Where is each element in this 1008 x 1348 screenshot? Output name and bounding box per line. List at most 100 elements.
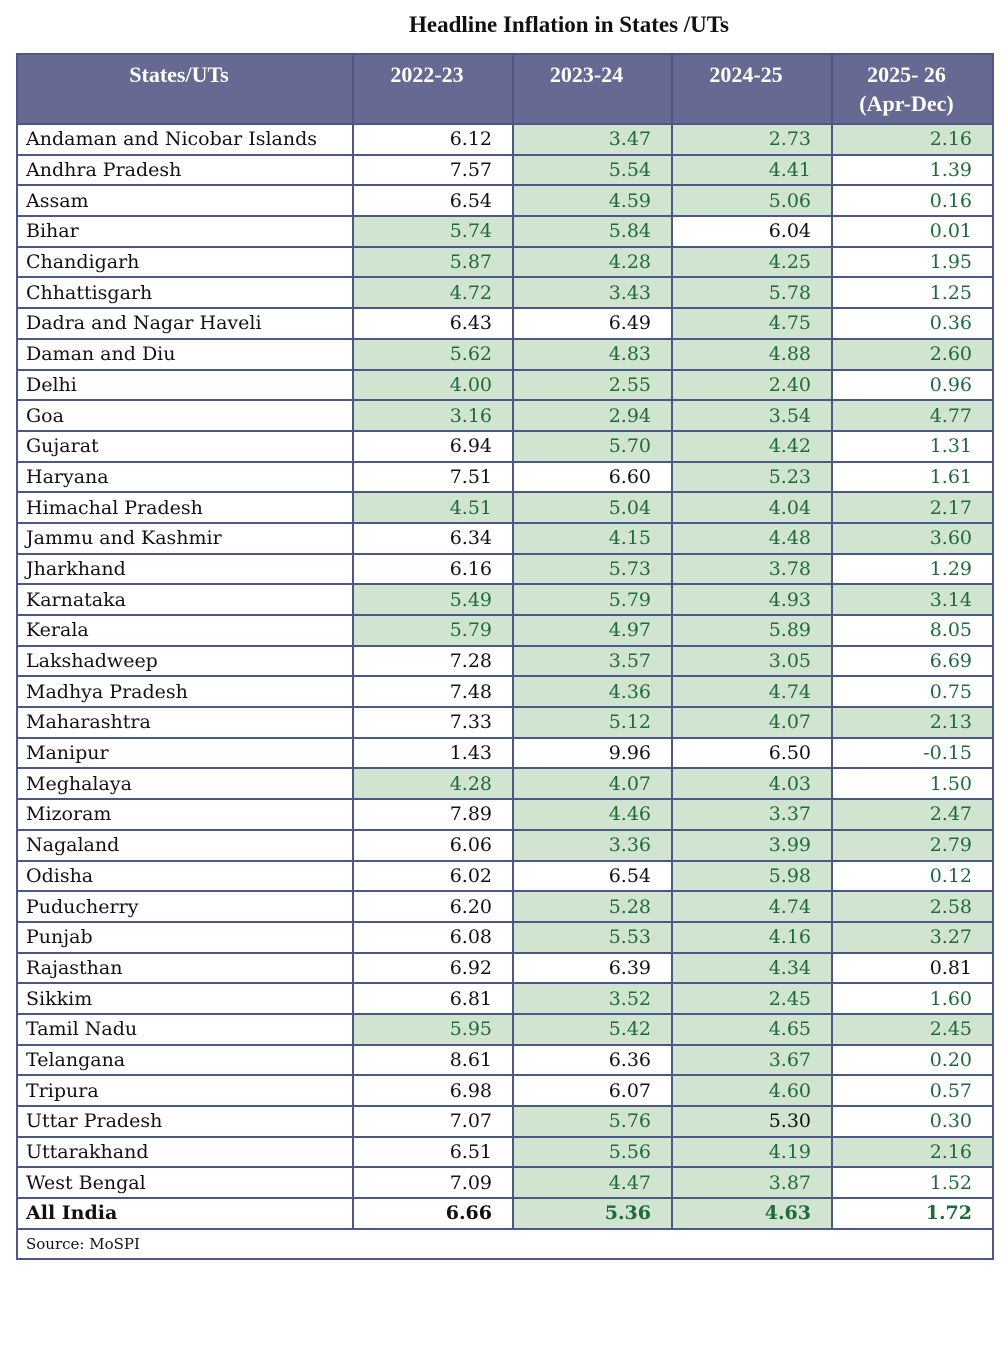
table-row: Himachal Pradesh 4.51 5.04 4.04 2.17	[16, 491, 994, 524]
inflation-value: 6.02	[352, 859, 514, 893]
inflation-value: 0.01	[831, 215, 994, 248]
inflation-value: 1.52	[831, 1166, 994, 1200]
table-row: Andhra Pradesh 7.57 5.54 4.41 1.39	[16, 153, 994, 187]
inflation-value: 2.13	[831, 706, 994, 739]
inflation-value: 6.36	[512, 1043, 673, 1077]
inflation-value: 4.51	[352, 491, 514, 524]
state-name: Himachal Pradesh	[16, 491, 354, 524]
inflation-value: 5.95	[352, 1012, 514, 1046]
inflation-value: 3.05	[671, 644, 833, 678]
title-text: Headline Inflation in States /UTs	[409, 12, 729, 37]
inflation-value: 2.16	[831, 1135, 994, 1169]
inflation-value: 5.36	[512, 1197, 673, 1230]
table-row: Haryana 7.51 6.60 5.23 1.61	[16, 460, 994, 494]
inflation-value: 1.60	[831, 982, 994, 1015]
state-name: Andaman and Nicobar Islands	[16, 123, 354, 156]
inflation-value: 0.96	[831, 368, 994, 402]
inflation-value: 0.12	[831, 859, 994, 893]
inflation-value: 4.00	[352, 368, 514, 402]
inflation-table: States/UTs 2022-23 2023-24 2024-25 2025-…	[16, 53, 994, 1260]
inflation-value: 6.08	[352, 920, 514, 954]
inflation-value: 4.74	[671, 890, 833, 923]
inflation-value: 7.57	[352, 153, 514, 187]
inflation-value: 6.51	[352, 1135, 514, 1169]
inflation-value: 4.07	[512, 767, 673, 801]
inflation-value: 3.52	[512, 982, 673, 1015]
state-name: West Bengal	[16, 1166, 354, 1200]
inflation-value: 3.99	[671, 828, 833, 862]
table-row: Punjab 6.08 5.53 4.16 3.27	[16, 920, 994, 954]
inflation-value: 4.88	[671, 337, 833, 371]
inflation-value: 4.97	[512, 614, 673, 647]
inflation-value: 5.62	[352, 337, 514, 371]
state-name: Karnataka	[16, 583, 354, 616]
table-row: Daman and Diu 5.62 4.83 4.88 2.60	[16, 337, 994, 371]
inflation-value: 4.77	[831, 399, 994, 432]
inflation-value: 9.96	[512, 736, 673, 770]
table-row: Maharashtra 7.33 5.12 4.07 2.13	[16, 706, 994, 739]
column-header: States/UTs	[16, 53, 354, 125]
inflation-value: 0.57	[831, 1074, 994, 1107]
state-name: Lakshadweep	[16, 644, 354, 678]
inflation-value: 1.31	[831, 429, 994, 463]
inflation-value: 4.47	[512, 1166, 673, 1200]
state-name: Puducherry	[16, 890, 354, 923]
table-row: Goa 3.16 2.94 3.54 4.77	[16, 399, 994, 432]
inflation-value: 8.61	[352, 1043, 514, 1077]
inflation-value: 5.30	[671, 1105, 833, 1138]
inflation-value: 4.63	[671, 1197, 833, 1230]
table-row: Lakshadweep 7.28 3.57 3.05 6.69	[16, 644, 994, 678]
inflation-value: 3.47	[512, 123, 673, 156]
inflation-value: 2.55	[512, 368, 673, 402]
inflation-value: 7.09	[352, 1166, 514, 1200]
inflation-value: 3.54	[671, 399, 833, 432]
state-name: Daman and Diu	[16, 337, 354, 371]
inflation-value: 5.23	[671, 460, 833, 494]
inflation-value: 3.78	[671, 552, 833, 586]
table-row: Nagaland 6.06 3.36 3.99 2.79	[16, 828, 994, 862]
inflation-value: 6.60	[512, 460, 673, 494]
inflation-value: 4.07	[671, 706, 833, 739]
inflation-value: 6.66	[352, 1197, 514, 1230]
inflation-value: 4.28	[512, 245, 673, 279]
source-row: Source: MoSPI	[16, 1227, 994, 1260]
inflation-value: 3.37	[671, 798, 833, 831]
inflation-value: 2.79	[831, 828, 994, 862]
inflation-value: 6.12	[352, 123, 514, 156]
inflation-value: 4.04	[671, 491, 833, 524]
inflation-value: 6.20	[352, 890, 514, 923]
table-row: Assam 6.54 4.59 5.06 0.16	[16, 184, 994, 218]
table-row: Dadra and Nagar Haveli 6.43 6.49 4.75 0.36	[16, 307, 994, 340]
inflation-value: 6.94	[352, 429, 514, 463]
inflation-value: 6.92	[352, 951, 514, 985]
state-name: Rajasthan	[16, 951, 354, 985]
inflation-value: 1.39	[831, 153, 994, 187]
table-row: Andaman and Nicobar Islands 6.12 3.47 2.73 2…	[16, 123, 994, 156]
state-name: Punjab	[16, 920, 354, 954]
inflation-value: 6.81	[352, 982, 514, 1015]
inflation-value: 2.40	[671, 368, 833, 402]
inflation-value: 5.28	[512, 890, 673, 923]
inflation-value: 1.61	[831, 460, 994, 494]
inflation-value: 6.50	[671, 736, 833, 770]
inflation-value: 4.36	[512, 675, 673, 709]
inflation-value: 7.89	[352, 798, 514, 831]
state-name: Tamil Nadu	[16, 1012, 354, 1046]
state-name: Kerala	[16, 614, 354, 647]
state-name: Chhattisgarh	[16, 276, 354, 310]
inflation-value: 3.43	[512, 276, 673, 310]
inflation-value: 7.51	[352, 460, 514, 494]
state-name: Chandigarh	[16, 245, 354, 279]
inflation-value: 4.74	[671, 675, 833, 709]
inflation-value: 5.78	[671, 276, 833, 310]
inflation-value: 5.42	[512, 1012, 673, 1046]
inflation-value: 2.94	[512, 399, 673, 432]
table-row: Mizoram 7.89 4.46 3.37 2.47	[16, 798, 994, 831]
table-row: Gujarat 6.94 5.70 4.42 1.31	[16, 429, 994, 463]
inflation-value: 5.73	[512, 552, 673, 586]
inflation-value: 5.04	[512, 491, 673, 524]
inflation-value: 5.79	[512, 583, 673, 616]
inflation-value: 2.47	[831, 798, 994, 831]
inflation-value: 5.56	[512, 1135, 673, 1169]
table-row: Rajasthan 6.92 6.39 4.34 0.81	[16, 951, 994, 985]
